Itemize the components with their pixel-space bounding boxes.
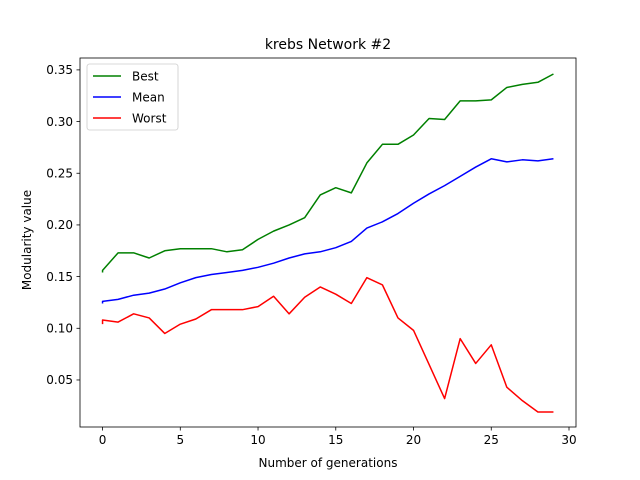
plot-area xyxy=(101,73,554,413)
x-tick-label: 25 xyxy=(484,433,499,447)
y-tick-label: 0.15 xyxy=(46,270,73,284)
y-tick-label: 0.25 xyxy=(46,166,73,180)
x-tick-label: 30 xyxy=(561,433,576,447)
y-axis-label: Modularity value xyxy=(20,190,34,290)
legend: Best Mean Worst xyxy=(86,63,179,131)
x-tick-label: 15 xyxy=(328,433,343,447)
y-tick-label: 0.30 xyxy=(46,115,73,129)
x-tick-label: 5 xyxy=(176,433,184,447)
legend-label-best: Best xyxy=(132,69,159,83)
series-line-worst xyxy=(101,276,554,413)
series-line-mean xyxy=(101,158,554,304)
x-tick-label: 10 xyxy=(250,433,265,447)
series-line-best xyxy=(101,73,554,273)
legend-label-worst: Worst xyxy=(132,111,167,125)
x-tick-label: 20 xyxy=(406,433,421,447)
x-tick-label: 0 xyxy=(99,433,107,447)
chart-title: krebs Network #2 xyxy=(265,37,391,53)
y-tick-label: 0.35 xyxy=(46,63,73,77)
axes: 0 5 10 15 20 25 30 0.05 0.10 0.15 0.20 0.25 0.30 0.35 xyxy=(46,57,577,447)
x-axis-label: Number of generations xyxy=(259,456,398,470)
legend-box xyxy=(86,63,179,131)
legend-label-mean: Mean xyxy=(132,90,165,104)
axes-frame xyxy=(79,57,577,428)
y-tick-label: 0.05 xyxy=(46,373,73,387)
y-tick-label: 0.20 xyxy=(46,218,73,232)
y-tick-label: 0.10 xyxy=(46,321,73,335)
